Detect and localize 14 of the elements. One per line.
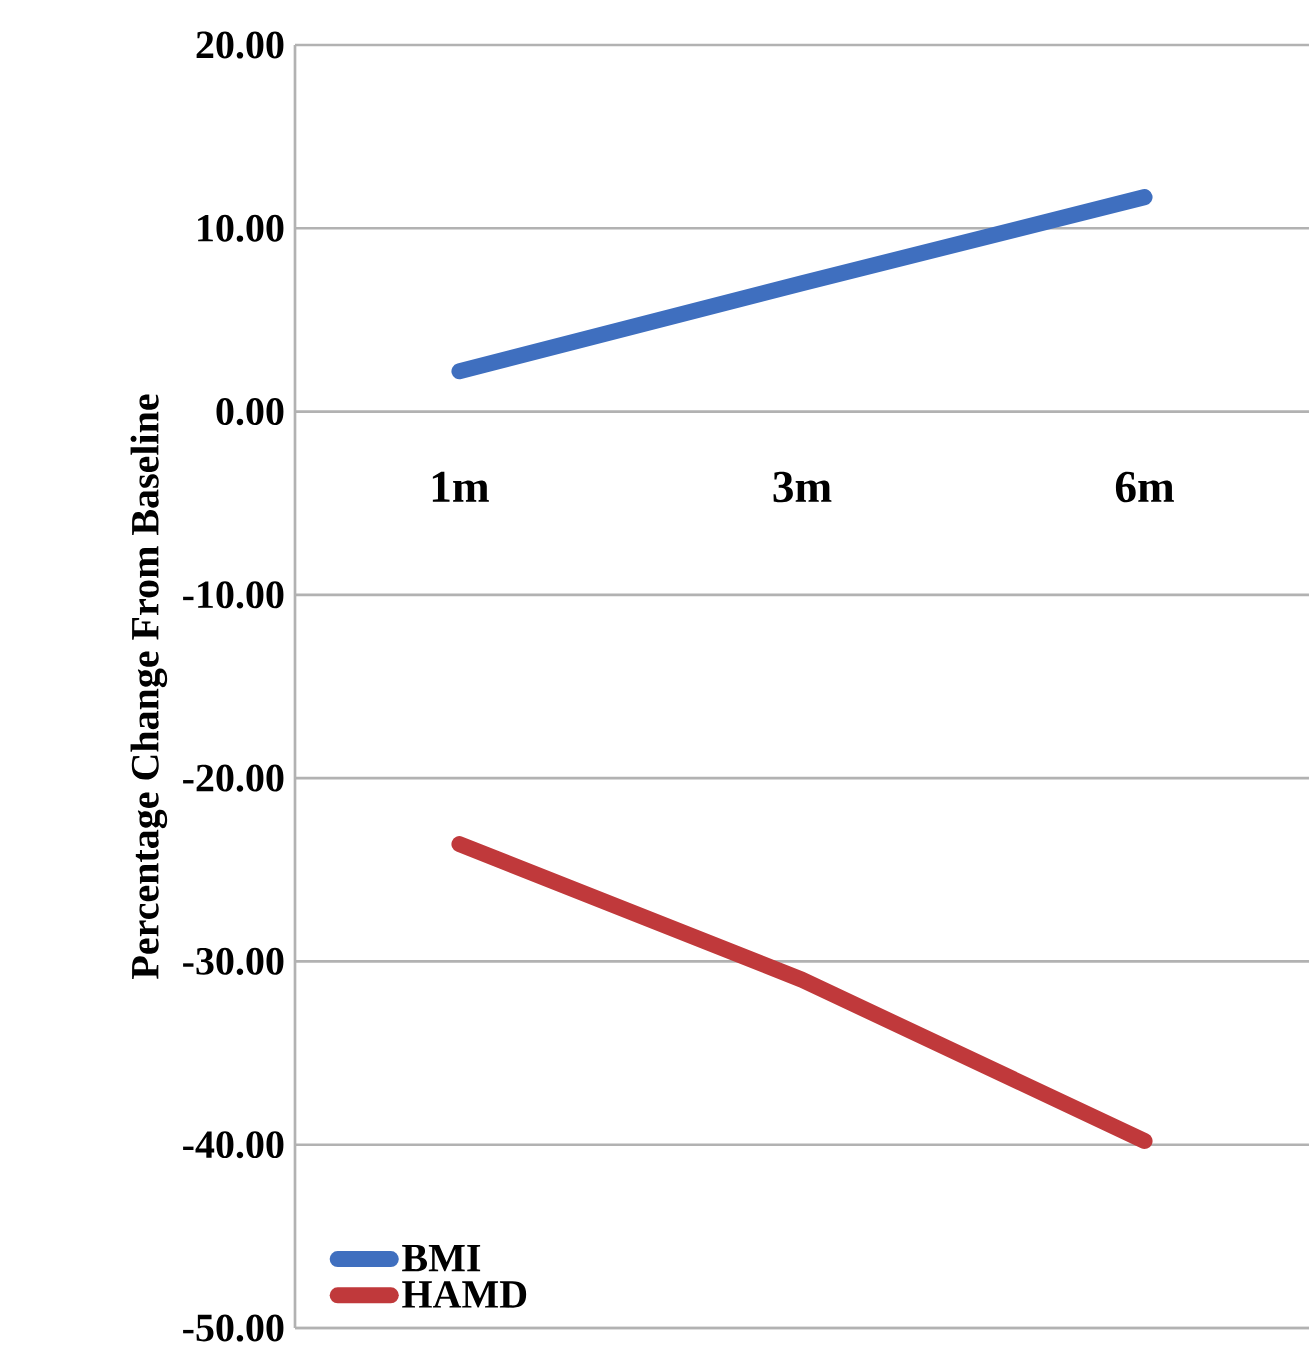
x-tick-label: 6m xyxy=(1115,471,1175,503)
y-tick-label: -30.00 xyxy=(183,947,284,976)
legend-label: BMI xyxy=(402,1244,481,1272)
y-tick-label: -10.00 xyxy=(183,581,284,609)
x-tick-label: 3m xyxy=(773,471,832,503)
legend-label: HAMD xyxy=(402,1281,527,1308)
y-tick-label: 20.00 xyxy=(196,31,284,59)
y-tick-label: -20.00 xyxy=(183,764,284,792)
y-axis-title: Percentage Change From Baseline xyxy=(130,394,168,979)
y-tick-label: -40.00 xyxy=(183,1131,284,1159)
y-tick-label: -50.00 xyxy=(183,1314,284,1342)
y-tick-label: 0.00 xyxy=(216,397,284,426)
y-tick-label: 10.00 xyxy=(198,214,284,242)
x-tick-label: 1m xyxy=(432,471,489,502)
